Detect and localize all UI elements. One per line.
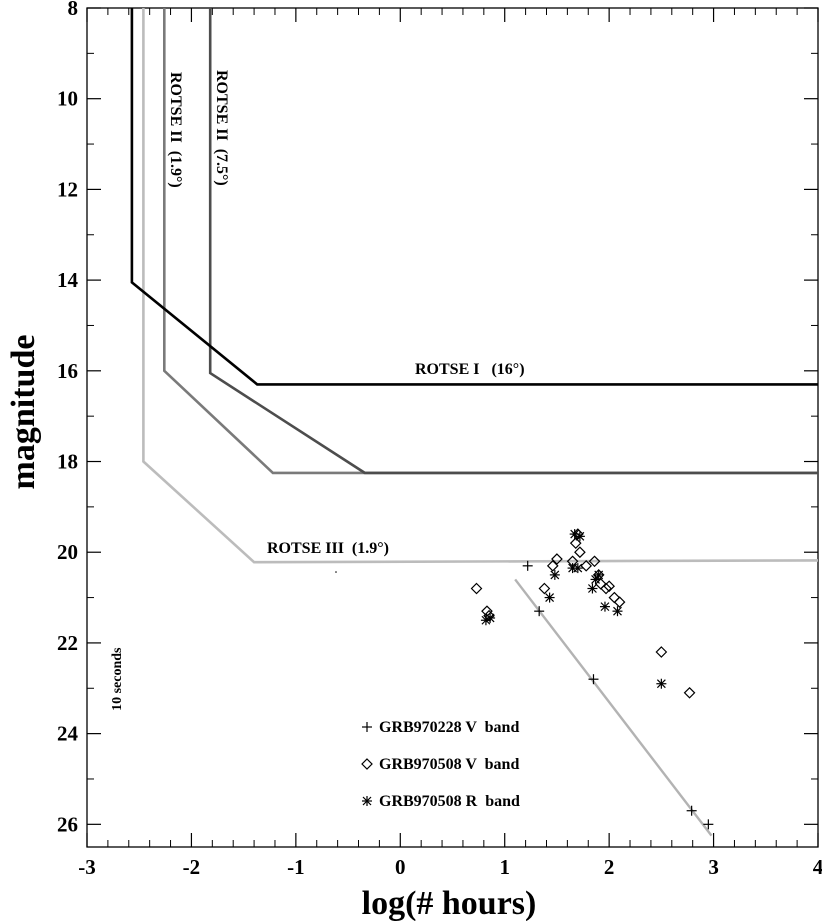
x-axis-title: log(# hours) <box>362 885 537 921</box>
x-tick-label: 0 <box>395 855 406 879</box>
diamond-mark <box>608 591 621 604</box>
diamond-mark <box>551 553 563 565</box>
x-tick-label: 3 <box>708 855 719 879</box>
legend-label: GRB970508 V band <box>379 756 519 773</box>
y-tick-label: 14 <box>57 268 79 292</box>
x-tick-label: 1 <box>499 855 510 879</box>
data-point-asterisk <box>587 583 598 594</box>
diamond-mark <box>569 537 582 549</box>
curve-label: ROTSE II (7.5°) <box>213 70 230 186</box>
curve-label: ROTSE II (1.9°) <box>167 72 184 188</box>
legend-label: GRB970508 R band <box>379 793 520 810</box>
asterisk-mark-d2 <box>550 570 560 580</box>
data-point-diamond <box>608 591 621 604</box>
diamond-mark <box>588 555 601 568</box>
diamond-mark <box>603 580 615 593</box>
legend-marker <box>361 758 373 770</box>
data-point-plus <box>522 560 533 571</box>
y-tick-label: 22 <box>57 631 78 655</box>
data-point-diamond <box>603 580 615 593</box>
diamond-mark <box>538 582 551 595</box>
data-point-diamond <box>470 582 483 595</box>
diamond-mark <box>481 605 493 618</box>
asterisk-mark-d2 <box>613 606 622 616</box>
data-point-diamond <box>538 582 551 595</box>
data-point-diamond <box>588 555 601 568</box>
data-point-asterisk <box>549 569 560 580</box>
curve-label: ROTSE I (16°) <box>415 361 525 378</box>
asterisk-mark-d2 <box>588 584 597 593</box>
x-tick-label: -1 <box>287 855 305 879</box>
y-tick-label: 26 <box>57 812 78 836</box>
asterisk-mark-d2 <box>575 531 585 541</box>
x-tick-label: 2 <box>604 855 615 879</box>
data-point-diamond <box>574 546 586 559</box>
x-tick-label: -2 <box>183 855 201 879</box>
data-point-diamond <box>546 559 559 572</box>
limit-curve <box>163 8 818 475</box>
asterisk-mark-d2 <box>573 563 583 573</box>
asterisk-mark-d2 <box>656 679 666 689</box>
data-point-asterisk <box>572 563 583 574</box>
diamond-mark <box>574 546 586 559</box>
data-point-asterisk <box>599 601 610 612</box>
diamond-mark <box>600 582 612 595</box>
limit-curve <box>130 8 818 386</box>
data-point-diamond <box>551 553 563 565</box>
y-tick-label: 16 <box>57 359 78 383</box>
data-point-diamond <box>580 559 593 572</box>
diamond-mark <box>655 646 668 658</box>
data-point-diamond <box>655 646 668 658</box>
data-point-diamond <box>569 537 582 549</box>
data-point-asterisk <box>544 592 555 603</box>
data-point-asterisk <box>485 612 496 623</box>
data-point-plus <box>703 819 714 830</box>
data-point-diamond <box>613 596 626 608</box>
fit-line <box>514 578 713 837</box>
data-point-plus <box>588 674 599 685</box>
asterisk-mark-d2 <box>545 593 555 602</box>
y-tick-label: 10 <box>57 87 78 111</box>
stray-dot <box>335 571 337 573</box>
curve-label: ROTSE III (1.9°) <box>267 540 389 557</box>
asterisk-mark-d2 <box>362 796 372 806</box>
limit-curve <box>142 8 819 564</box>
legend-marker <box>362 722 372 732</box>
data-point-diamond <box>600 582 612 595</box>
y-tick-label: 8 <box>68 0 79 20</box>
diamond-mark <box>546 559 559 572</box>
legend-label: GRB970228 V band <box>379 719 519 736</box>
data-point-diamond <box>481 605 493 618</box>
annotation-label: 10 seconds <box>110 647 125 711</box>
plot-frame <box>86 7 819 848</box>
data-point-diamond <box>683 686 696 699</box>
y-axis-title: magnitude <box>5 335 42 490</box>
limit-curve <box>208 8 818 475</box>
diamond-mark <box>683 686 696 699</box>
y-tick-label: 18 <box>57 450 78 474</box>
data-point-asterisk <box>656 678 667 689</box>
data-point-asterisk <box>612 606 623 617</box>
data-point-plus <box>534 606 545 617</box>
x-tick-label: -3 <box>78 855 96 879</box>
asterisk-mark-d2 <box>600 602 610 612</box>
data-point-plus <box>686 805 697 816</box>
data-point-asterisk <box>593 569 604 580</box>
legend-marker <box>362 796 372 806</box>
asterisk-mark-d2 <box>594 570 604 580</box>
y-tick-label: 12 <box>57 177 78 201</box>
diamond-mark <box>613 596 626 608</box>
diamond-mark <box>580 559 593 572</box>
asterisk-mark-d2 <box>570 529 580 539</box>
y-tick-label: 20 <box>57 540 78 564</box>
diamond-mark <box>470 582 483 595</box>
x-tick-label: 4 <box>813 855 822 879</box>
asterisk-mark-d2 <box>485 613 495 623</box>
y-tick-label: 24 <box>57 722 79 746</box>
data-point-asterisk <box>574 531 585 542</box>
diamond-mark <box>361 758 373 770</box>
